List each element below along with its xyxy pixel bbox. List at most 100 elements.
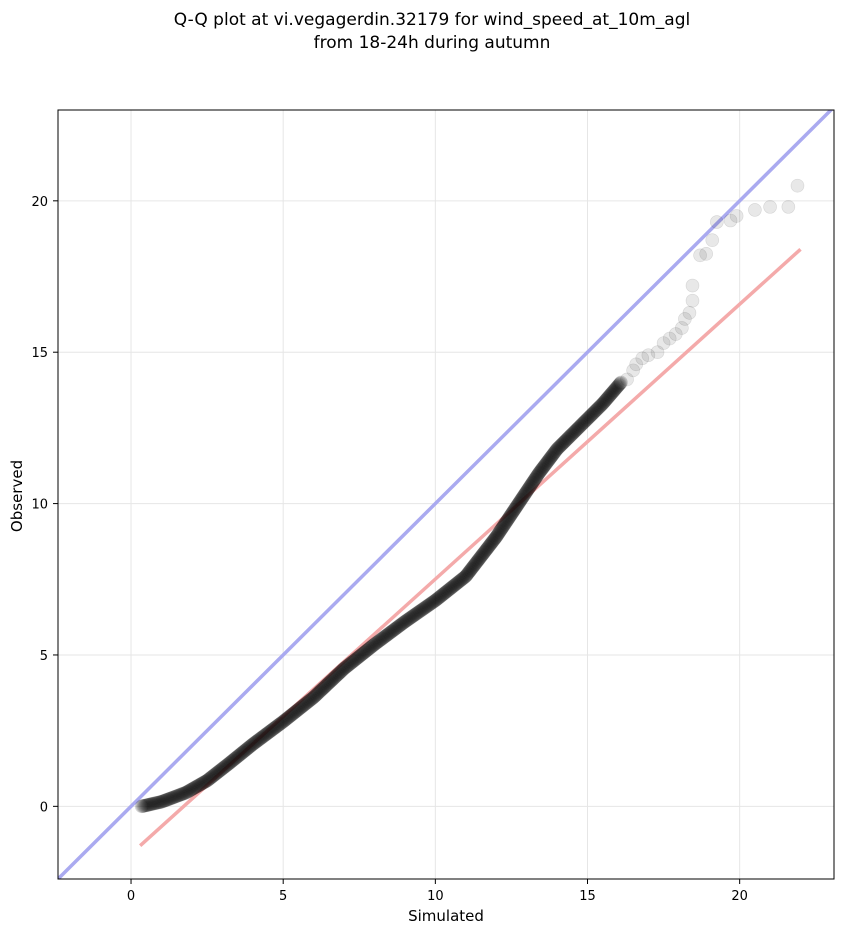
qq-point xyxy=(355,646,370,661)
qq-point xyxy=(280,711,295,726)
qq-point xyxy=(333,665,347,680)
qq-point xyxy=(309,687,324,702)
qq-point xyxy=(598,393,613,408)
qq-point xyxy=(560,432,574,447)
qq-point xyxy=(582,409,597,424)
qq-point xyxy=(305,691,320,705)
qq-point xyxy=(514,491,529,506)
qq-point xyxy=(514,492,528,507)
qq-point xyxy=(285,707,300,721)
qq-point xyxy=(438,585,453,600)
qq-point xyxy=(355,647,369,662)
qq-point xyxy=(432,590,447,604)
qq-point xyxy=(447,578,462,592)
qq-point xyxy=(331,667,345,682)
qq-point xyxy=(502,510,517,524)
qq-point xyxy=(349,651,364,666)
qq-point xyxy=(424,596,438,611)
qq-point xyxy=(304,692,318,707)
qq-point xyxy=(609,380,624,395)
qq-point xyxy=(134,799,149,814)
qq-point xyxy=(580,412,595,426)
qq-point xyxy=(388,621,403,636)
qq-point xyxy=(418,600,433,615)
qq-point xyxy=(490,528,505,542)
qq-point xyxy=(218,759,232,774)
qq-point xyxy=(358,644,372,659)
qq-point xyxy=(207,768,221,783)
qq-point xyxy=(272,718,286,732)
qq-point xyxy=(340,659,355,673)
qq-point xyxy=(593,399,608,413)
qq-point xyxy=(296,698,311,713)
data-points xyxy=(134,178,805,814)
qq-point xyxy=(490,529,504,543)
qq-point xyxy=(224,755,238,769)
qq-point xyxy=(603,387,618,402)
qq-point xyxy=(587,405,602,419)
qq-point xyxy=(226,753,241,767)
qq-point xyxy=(385,624,399,639)
qq-point xyxy=(299,696,313,711)
qq-point xyxy=(193,777,208,792)
qq-point xyxy=(678,312,692,326)
qq-point xyxy=(650,345,665,360)
qq-point xyxy=(252,732,267,746)
qq-point xyxy=(464,561,479,576)
qq-point xyxy=(260,726,275,741)
plot-frame xyxy=(57,109,835,880)
qq-point xyxy=(148,796,163,811)
qq-point xyxy=(181,784,196,798)
y-tick-label: 20 xyxy=(31,195,48,210)
qq-point xyxy=(162,791,177,806)
qq-point xyxy=(572,420,586,434)
qq-point xyxy=(240,741,255,756)
qq-point xyxy=(248,735,263,750)
qq-point xyxy=(573,419,587,434)
qq-point xyxy=(551,441,565,456)
qq-point xyxy=(464,562,478,577)
regression-line xyxy=(138,247,802,847)
qq-point xyxy=(249,734,264,749)
qq-point xyxy=(530,469,544,483)
qq-point xyxy=(548,444,563,458)
qq-point xyxy=(437,586,452,600)
qq-point xyxy=(555,436,570,451)
qq-point xyxy=(318,679,333,694)
qq-point xyxy=(216,761,231,775)
qq-point xyxy=(500,512,515,527)
qq-point xyxy=(495,521,510,535)
qq-point xyxy=(144,797,158,811)
qq-point xyxy=(525,476,539,491)
qq-point xyxy=(453,574,467,588)
qq-point xyxy=(272,717,287,731)
qq-point xyxy=(303,693,318,707)
qq-point xyxy=(228,751,242,766)
qq-point xyxy=(269,719,284,734)
qq-point xyxy=(458,569,473,584)
qq-point xyxy=(175,787,190,801)
qq-point xyxy=(256,729,270,744)
qq-point xyxy=(602,388,617,403)
qq-point xyxy=(595,396,610,411)
qq-point xyxy=(364,640,378,654)
qq-point xyxy=(489,530,504,544)
qq-point xyxy=(316,680,331,695)
qq-point xyxy=(286,706,301,721)
qq-point xyxy=(488,531,502,546)
qq-point xyxy=(635,351,650,366)
qq-point xyxy=(656,336,671,350)
qq-point xyxy=(589,403,603,418)
qq-point xyxy=(446,579,460,594)
qq-point xyxy=(290,703,305,717)
qq-point xyxy=(149,796,164,810)
qq-point xyxy=(503,509,518,523)
qq-point xyxy=(291,702,306,717)
qq-point xyxy=(573,418,588,433)
qq-point xyxy=(556,436,570,450)
qq-point xyxy=(511,496,526,511)
qq-point xyxy=(410,606,425,620)
qq-point xyxy=(223,755,237,770)
qq-point xyxy=(499,514,514,529)
